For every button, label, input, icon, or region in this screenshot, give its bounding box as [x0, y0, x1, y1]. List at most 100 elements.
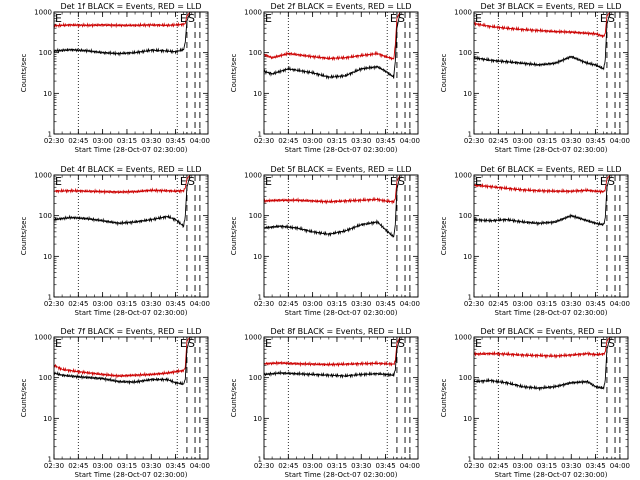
y-tick-label: 100 [249, 49, 262, 57]
plot-frame [473, 11, 629, 135]
x-tick-label: 03:30 [561, 137, 581, 145]
x-axis-label: Start Time (28-Oct-07 02:30:00) [285, 471, 398, 479]
x-tick-label: 03:45 [375, 462, 395, 470]
x-tick-label: 04:00 [400, 462, 420, 470]
x-tick-label: 03:00 [93, 300, 113, 308]
marker-label-e-left: E [265, 175, 272, 188]
y-tick-label: 10 [253, 415, 262, 423]
y-tick-label: 100 [459, 212, 472, 220]
y-tick-label: 100 [459, 374, 472, 382]
y-axis-label: Counts/sec [230, 379, 238, 418]
y-axis-label: Counts/sec [20, 379, 28, 418]
panel-det-7f: Det 7f BLACK = Events, RED = LLD 1 10 100 10… [20, 327, 210, 479]
x-tick-label: 03:45 [375, 137, 395, 145]
x-tick-label: 04:00 [400, 137, 420, 145]
marker-label-e-left: E [475, 12, 482, 25]
x-tick-label: 03:15 [117, 462, 137, 470]
x-tick-label: 03:45 [375, 300, 395, 308]
marker-label-e-left: E [55, 12, 62, 25]
x-tick-label: 02:30 [464, 462, 484, 470]
panel-det-6f: Det 6f BLACK = Events, RED = LLD 1 10 100 10… [440, 165, 630, 317]
x-tick-label: 03:30 [141, 462, 161, 470]
x-tick-label: 03:45 [165, 137, 185, 145]
x-tick-label: 03:45 [165, 462, 185, 470]
panel-det-2f: Det 2f BLACK = Events, RED = LLD 1 10 100 10… [230, 2, 420, 154]
x-tick-label: 02:45 [488, 300, 508, 308]
y-axis-label: Counts/sec [20, 217, 28, 256]
x-tick-label: 02:30 [44, 300, 64, 308]
plot-frame [53, 11, 209, 135]
x-tick-label: 02:30 [254, 300, 274, 308]
marker-label-s: S [188, 12, 195, 25]
lld-series-line [263, 11, 415, 62]
x-tick-label: 03:30 [561, 300, 581, 308]
y-tick-label: 1000 [34, 172, 52, 180]
panel-title: Det 3f BLACK = Events, RED = LLD [480, 2, 621, 11]
lld-series-line [53, 174, 205, 195]
plot-frame [53, 336, 209, 460]
x-tick-label: 02:45 [68, 462, 88, 470]
x-tick-label: 03:00 [513, 462, 533, 470]
y-axis-label: Counts/sec [440, 54, 448, 93]
marker-label-s: S [188, 175, 195, 188]
y-tick-label: 1000 [244, 172, 262, 180]
panel-det-5f: Det 5f BLACK = Events, RED = LLD 1 10 100 10… [230, 165, 420, 317]
x-axis-label: Start Time (28-Oct-07 02:30:00) [75, 146, 188, 154]
panel-det-8f: Det 8f BLACK = Events, RED = LLD 1 10 100 10… [230, 327, 420, 479]
x-axis-label: Start Time (28-Oct-07 02:30:00) [285, 146, 398, 154]
panel-det-4f: Det 4f BLACK = Events, RED = LLD 1 10 100 10… [20, 165, 210, 317]
lld-series-line [263, 336, 415, 368]
x-tick-label: 03:00 [513, 300, 533, 308]
panel-title: Det 2f BLACK = Events, RED = LLD [270, 2, 411, 11]
y-tick-label: 10 [43, 90, 52, 98]
x-tick-label: 02:45 [278, 462, 298, 470]
x-tick-label: 04:00 [400, 300, 420, 308]
y-tick-label: 1 [468, 131, 472, 139]
x-tick-label: 03:00 [513, 137, 533, 145]
x-tick-label: 02:30 [44, 137, 64, 145]
marker-label-e: E [600, 175, 607, 188]
events-series-line [263, 11, 415, 80]
events-series-line [473, 336, 625, 392]
x-tick-label: 03:00 [93, 137, 113, 145]
x-tick-label: 04:00 [610, 137, 630, 145]
x-tick-label: 03:15 [327, 300, 347, 308]
panel-title: Det 5f BLACK = Events, RED = LLD [270, 165, 411, 174]
y-tick-label: 100 [39, 374, 52, 382]
x-tick-label: 02:45 [278, 137, 298, 145]
y-tick-label: 10 [463, 253, 472, 261]
y-tick-label: 10 [463, 415, 472, 423]
y-tick-label: 1 [258, 131, 262, 139]
marker-label-s: S [398, 337, 405, 350]
y-tick-label: 1 [48, 456, 52, 464]
x-tick-label: 02:45 [488, 462, 508, 470]
events-series-line [53, 336, 205, 386]
events-series-line [53, 11, 205, 57]
y-tick-label: 100 [39, 49, 52, 57]
y-tick-label: 1000 [34, 9, 52, 17]
y-tick-label: 100 [249, 212, 262, 220]
panel-title: Det 4f BLACK = Events, RED = LLD [60, 165, 201, 174]
marker-label-s: S [608, 337, 615, 350]
x-tick-label: 03:00 [303, 300, 323, 308]
events-series-line [473, 174, 625, 227]
lld-series-line [263, 174, 415, 205]
x-tick-label: 02:30 [464, 300, 484, 308]
x-axis-label: Start Time (28-Oct-07 02:30:00) [495, 146, 608, 154]
y-tick-label: 1 [258, 294, 262, 302]
marker-label-s: S [188, 337, 195, 350]
marker-label-s: S [608, 12, 615, 25]
x-tick-label: 03:30 [561, 462, 581, 470]
y-tick-label: 1000 [454, 334, 472, 342]
y-axis-label: Counts/sec [440, 379, 448, 418]
x-tick-label: 04:00 [190, 462, 210, 470]
x-tick-label: 02:30 [254, 462, 274, 470]
x-axis-label: Start Time (28-Oct-07 02:30:00) [75, 471, 188, 479]
y-tick-label: 1000 [454, 9, 472, 17]
y-tick-label: 100 [249, 374, 262, 382]
events-series-line [53, 174, 205, 229]
marker-label-e: E [600, 12, 607, 25]
x-axis-label: Start Time (28-Oct-07 02:30:00) [495, 309, 608, 317]
plot-frame [263, 174, 419, 298]
